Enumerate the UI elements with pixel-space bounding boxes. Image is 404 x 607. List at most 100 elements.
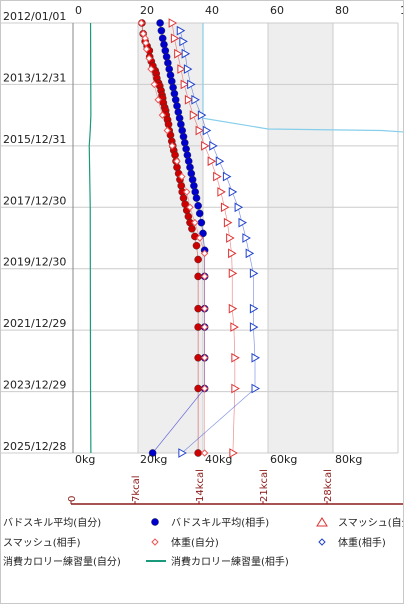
data-point-skill_self — [194, 449, 202, 457]
data-point-weight_self — [137, 19, 145, 27]
y-tick-label: 2013/12/31 — [3, 71, 66, 84]
data-point-smash_self — [231, 383, 240, 394]
data-point-weight_opponent — [202, 125, 212, 136]
data-point-smash_self — [229, 448, 238, 458]
data-point-weight_self — [196, 234, 204, 242]
shaded-band-1 — [268, 23, 333, 453]
legend-marker — [316, 517, 328, 527]
data-point-skill_self — [192, 241, 201, 250]
data-point-skill_self — [194, 384, 202, 393]
series-line-calorie_opponent — [88, 22, 92, 454]
data-point-weight_self — [183, 188, 191, 196]
legend-marker — [151, 518, 159, 526]
data-point-smash_self — [230, 322, 239, 332]
data-point-skill_opponent — [188, 175, 197, 184]
data-point-weight_self — [200, 249, 209, 258]
data-point-weight_self — [142, 45, 151, 53]
data-point-smash_self — [228, 303, 238, 314]
data-point-weight_opponent — [238, 217, 248, 228]
series-line-weight_opponent — [179, 30, 256, 454]
data-point-skill_opponent — [164, 59, 172, 67]
data-point-weight_self — [191, 218, 199, 227]
calorie-tick-label: 7kcal — [131, 475, 142, 502]
data-point-skill_opponent — [179, 132, 188, 141]
data-point-skill_self — [188, 224, 196, 233]
data-point-skill_opponent — [191, 188, 199, 196]
calorie-axis: 0 7kcal 14kcal 21kcal 28kcal — [67, 469, 403, 505]
data-point-weight_self — [142, 39, 150, 47]
data-point-smash_self — [184, 94, 194, 105]
data-point-skill_opponent — [160, 40, 168, 49]
y-tick-label: 2015/12/31 — [3, 133, 66, 146]
legend: バドスキル平均(自分) バドスキル平均(相手) スマッシュ(自分) スマッシュ(相手)… — [3, 516, 404, 568]
data-point-smash_self — [231, 352, 240, 363]
data-point-smash_self — [174, 48, 183, 59]
data-point-weight_opponent — [187, 79, 196, 90]
data-point-skill_opponent — [157, 26, 166, 35]
data-point-skill_opponent — [199, 229, 207, 238]
legend-label: 体重(相手) — [338, 536, 386, 549]
top-tick-label: 80 — [335, 4, 349, 17]
legend-label: 消費カロリー練習量(自分) — [3, 555, 121, 568]
data-point-skill_opponent — [187, 169, 196, 178]
data-point-skill_opponent — [170, 89, 179, 98]
data-point-weight_opponent — [251, 352, 261, 363]
legend-label: バドスキル平均(自分) — [3, 516, 101, 529]
data-point-skill_opponent — [171, 95, 180, 104]
y-tick-label: 2012/01/01 — [3, 10, 66, 23]
data-point-smash_self — [228, 268, 238, 279]
data-point-skill_opponent — [161, 46, 170, 55]
weight-tick-label: 60kg — [270, 453, 297, 466]
y-axis-labels: 2012/01/01 2013/12/31 2015/12/31 2017/12/30… — [3, 10, 66, 453]
data-point-weight_self — [200, 449, 209, 457]
series-markers — [137, 18, 261, 458]
data-point-skill_opponent — [169, 83, 177, 92]
data-point-weight_opponent — [176, 25, 186, 36]
calorie-tick-label: 28kcal — [323, 469, 334, 502]
legend-marker — [151, 538, 159, 546]
data-point-smash_self — [228, 248, 237, 259]
weight-axis-labels: 0kg 20kg 40kg 60kg 80kg — [75, 453, 362, 466]
data-point-skill_opponent — [184, 157, 193, 166]
data-point-smash_self — [180, 79, 190, 90]
legend-label: 体重(自分) — [171, 536, 219, 549]
calorie-tick-label: 0 — [67, 496, 78, 502]
data-point-skill_self — [194, 323, 202, 331]
data-point-skill_opponent — [190, 181, 198, 190]
data-point-skill_opponent — [167, 77, 176, 86]
legend-label: スマッシュ(自分) — [338, 516, 403, 529]
data-point-weight_opponent — [249, 268, 259, 279]
data-point-skill_opponent — [156, 19, 164, 27]
data-point-weight_self — [200, 272, 209, 281]
data-point-smash_self — [189, 110, 199, 121]
data-point-smash_self — [170, 33, 180, 44]
data-point-weight_opponent — [178, 448, 187, 458]
data-point-skill_opponent — [197, 218, 206, 227]
data-point-skill_opponent — [195, 209, 204, 218]
data-point-smash_self — [220, 202, 230, 213]
data-point-weight_self — [150, 80, 158, 89]
data-point-skill_self — [194, 272, 202, 281]
legend-label: 消費カロリー練習量(相手) — [171, 555, 289, 568]
data-point-smash_self — [168, 18, 178, 28]
data-point-smash_self — [226, 233, 235, 243]
data-point-weight_self — [200, 304, 209, 313]
legend-marker — [318, 538, 326, 546]
data-point-weight_self — [154, 96, 162, 104]
weight-tick-label: 80kg — [335, 453, 362, 466]
data-point-weight_self — [186, 203, 194, 211]
data-point-weight_opponent — [228, 187, 238, 197]
legend-label: バドスキル平均(相手) — [171, 516, 269, 529]
data-point-skill_opponent — [174, 108, 183, 116]
y-tick-label: 2021/12/29 — [3, 317, 66, 330]
data-point-skill_opponent — [194, 201, 202, 210]
calorie-tick-label: 21kcal — [259, 469, 270, 502]
data-point-skill_opponent — [173, 102, 181, 110]
data-point-weight_self — [145, 54, 153, 63]
data-point-smash_self — [201, 140, 210, 151]
legend-label: スマッシュ(相手) — [3, 536, 81, 549]
data-point-weight_opponent — [179, 36, 188, 47]
data-point-weight_self — [200, 323, 209, 331]
data-point-smash_self — [223, 217, 233, 228]
